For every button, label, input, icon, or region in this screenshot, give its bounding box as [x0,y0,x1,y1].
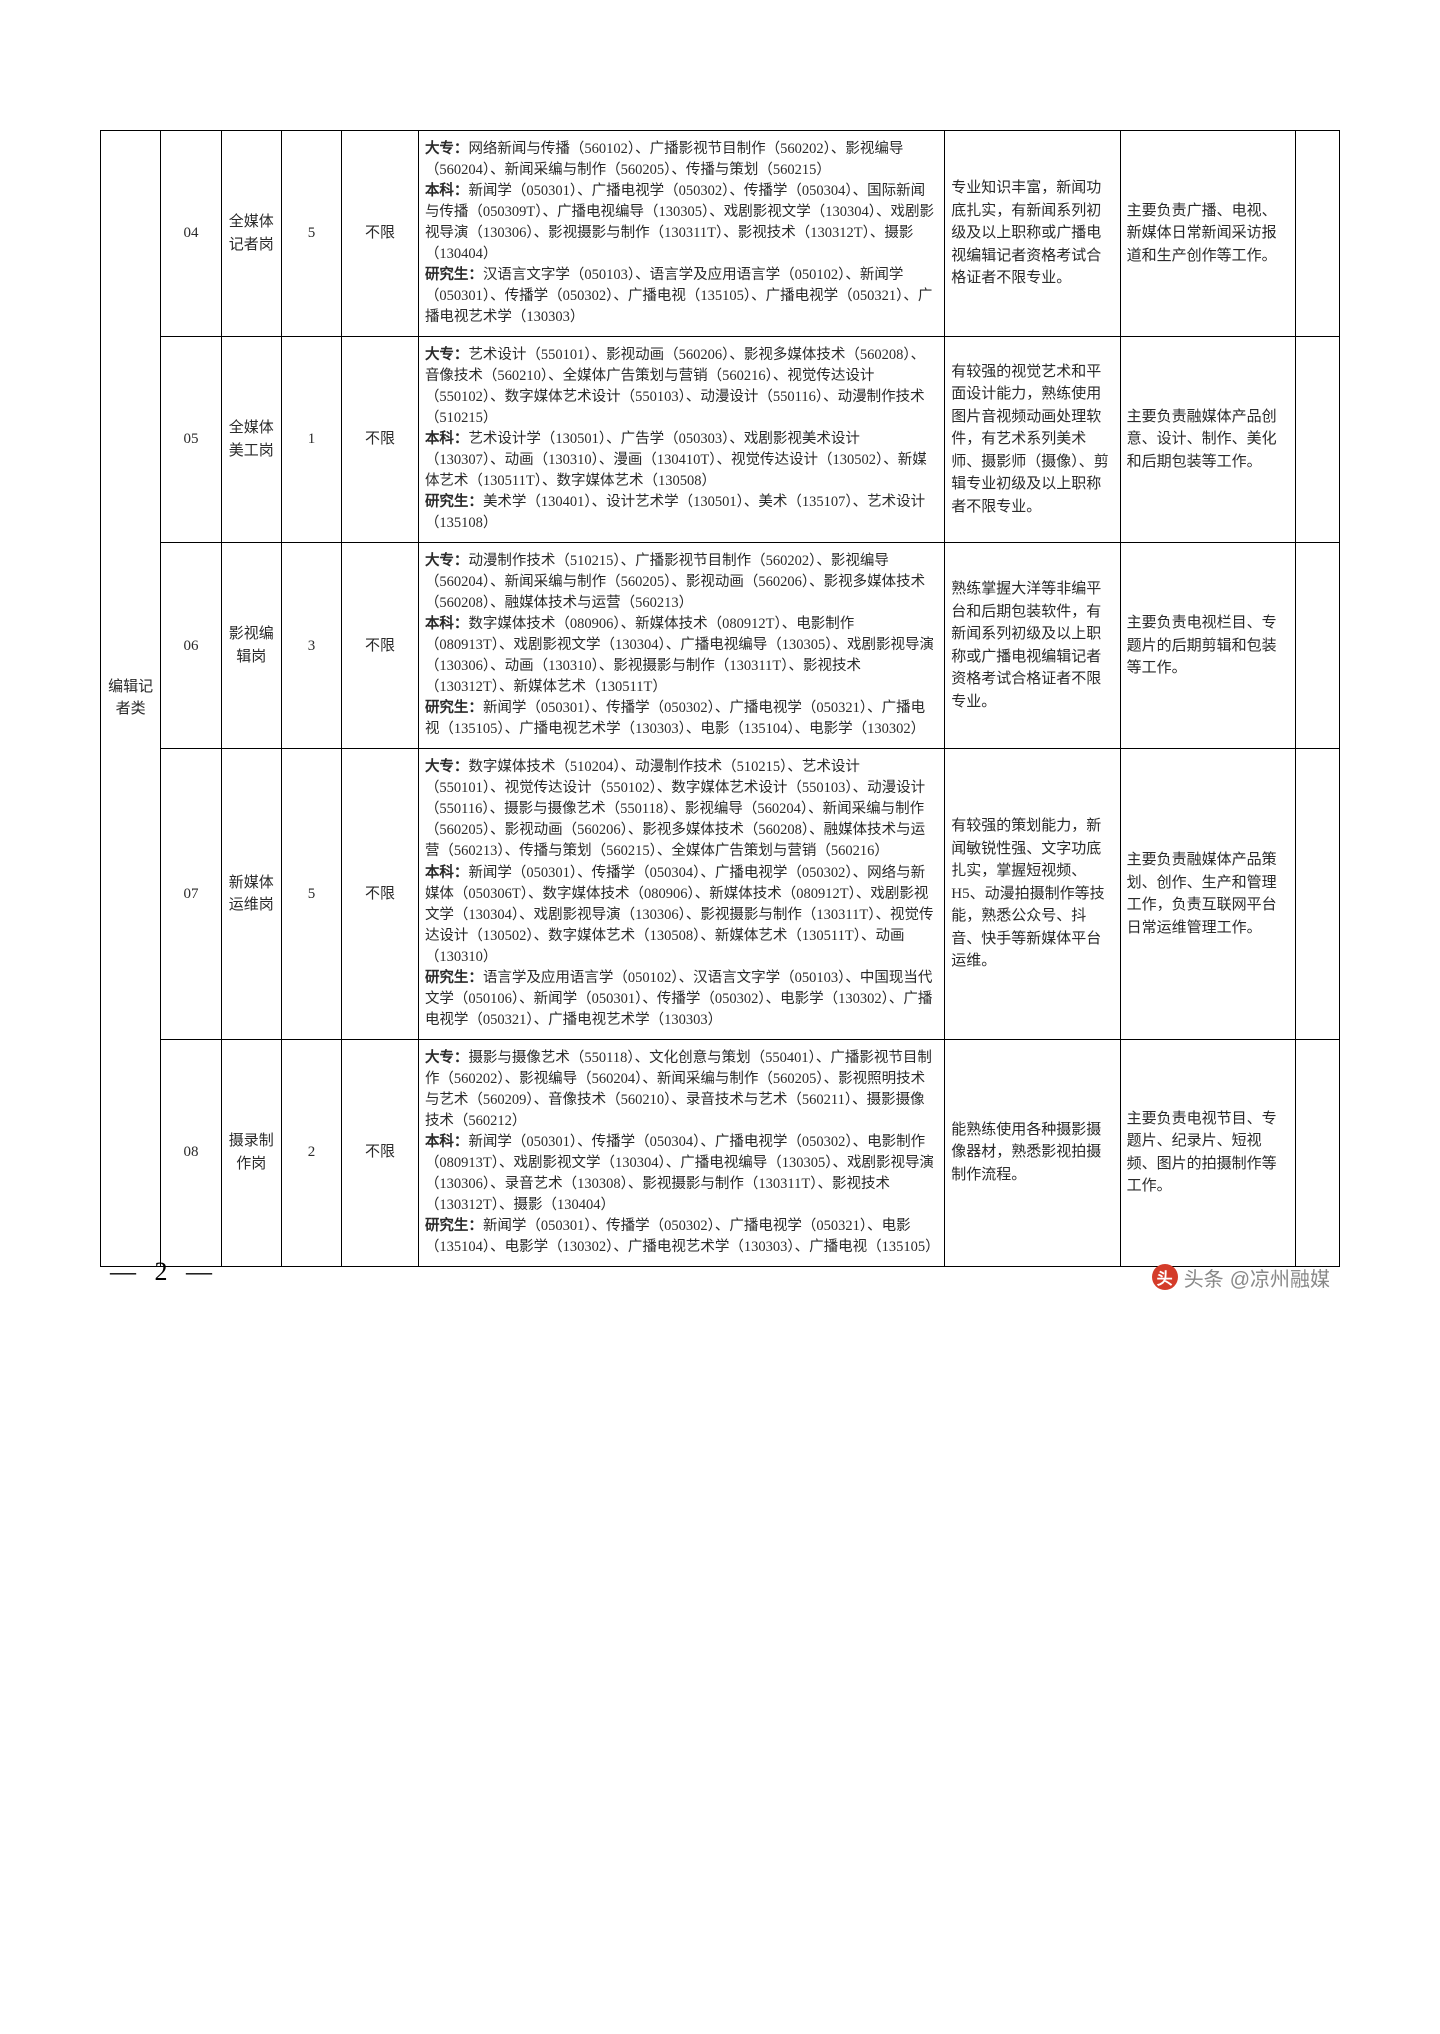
table-row: 05全媒体美工岗1不限大专：艺术设计（550101）、影视动画（560206）、… [101,337,1340,543]
major-cell: 大专：摄影与摄像艺术（550118）、文化创意与策划（550401）、广播影视节… [418,1039,944,1266]
num-cell: 3 [281,543,341,749]
num-cell: 1 [281,337,341,543]
table-row: 08摄录制作岗2不限大专：摄影与摄像艺术（550118）、文化创意与策划（550… [101,1039,1340,1266]
note-cell [1296,1039,1340,1266]
limit-cell: 不限 [342,749,419,1039]
duty-cell: 主要负责融媒体产品策划、创作、生产和管理工作，负责互联网平台日常运维管理工作。 [1120,749,1295,1039]
watermark: 头 头条 @凉州融媒 [1152,1263,1330,1292]
post-cell: 摄录制作岗 [221,1039,281,1266]
req-cell: 有较强的视觉艺术和平面设计能力，熟练使用图片音视频动画处理软件，有艺术系列美术师… [945,337,1120,543]
limit-cell: 不限 [342,543,419,749]
page-number: — 2 — [110,1257,218,1287]
code-cell: 06 [161,543,221,749]
limit-cell: 不限 [342,1039,419,1266]
watermark-prefix: 头条 [1184,1263,1224,1292]
code-cell: 07 [161,749,221,1039]
req-cell: 熟练掌握大洋等非编平台和后期包装软件，有新闻系列初级及以上职称或广播电视编辑记者… [945,543,1120,749]
major-cell: 大专：数字媒体技术（510204）、动漫制作技术（510215）、艺术设计（55… [418,749,944,1039]
toutiao-logo-icon: 头 [1152,1264,1178,1290]
note-cell [1296,337,1340,543]
req-cell: 有较强的策划能力，新闻敏锐性强、文字功底扎实，掌握短视频、H5、动漫拍摄制作等技… [945,749,1120,1039]
post-cell: 全媒体美工岗 [221,337,281,543]
num-cell: 5 [281,131,341,337]
code-cell: 05 [161,337,221,543]
major-cell: 大专：网络新闻与传播（560102）、广播影视节目制作（560202）、影视编导… [418,131,944,337]
post-cell: 影视编辑岗 [221,543,281,749]
recruitment-table: 编辑记者类04全媒体记者岗5不限大专：网络新闻与传播（560102）、广播影视节… [100,130,1340,1267]
code-cell: 04 [161,131,221,337]
major-cell: 大专：动漫制作技术（510215）、广播影视节目制作（560202）、影视编导（… [418,543,944,749]
category-cell: 编辑记者类 [101,131,161,1267]
num-cell: 5 [281,749,341,1039]
post-cell: 全媒体记者岗 [221,131,281,337]
note-cell [1296,543,1340,749]
table-row: 07新媒体运维岗5不限大专：数字媒体技术（510204）、动漫制作技术（5102… [101,749,1340,1039]
duty-cell: 主要负责电视节目、专题片、纪录片、短视频、图片的拍摄制作等工作。 [1120,1039,1295,1266]
table-row: 06影视编辑岗3不限大专：动漫制作技术（510215）、广播影视节目制作（560… [101,543,1340,749]
table-row: 编辑记者类04全媒体记者岗5不限大专：网络新闻与传播（560102）、广播影视节… [101,131,1340,337]
duty-cell: 主要负责广播、电视、新媒体日常新闻采访报道和生产创作等工作。 [1120,131,1295,337]
watermark-text: @凉州融媒 [1230,1263,1330,1292]
req-cell: 专业知识丰富，新闻功底扎实，有新闻系列初级及以上职称或广播电视编辑记者资格考试合… [945,131,1120,337]
num-cell: 2 [281,1039,341,1266]
limit-cell: 不限 [342,337,419,543]
note-cell [1296,131,1340,337]
duty-cell: 主要负责电视栏目、专题片的后期剪辑和包装等工作。 [1120,543,1295,749]
limit-cell: 不限 [342,131,419,337]
duty-cell: 主要负责融媒体产品创意、设计、制作、美化和后期包装等工作。 [1120,337,1295,543]
major-cell: 大专：艺术设计（550101）、影视动画（560206）、影视多媒体技术（560… [418,337,944,543]
req-cell: 能熟练使用各种摄影摄像器材，熟悉影视拍摄制作流程。 [945,1039,1120,1266]
post-cell: 新媒体运维岗 [221,749,281,1039]
note-cell [1296,749,1340,1039]
code-cell: 08 [161,1039,221,1266]
